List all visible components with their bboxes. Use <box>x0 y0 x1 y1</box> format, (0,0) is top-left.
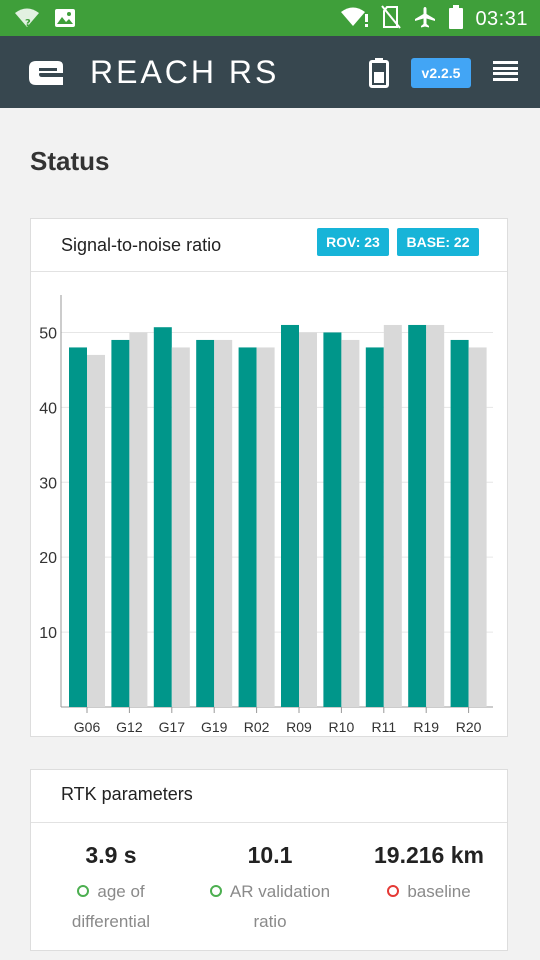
status-dot <box>77 885 90 898</box>
stat-label: AR validation ratio <box>201 877 339 937</box>
snr-bar-chart: 10 20 30 40 50 G06 G12 G17 G19 R02 R09 R10 R11 R19 R20 <box>39 295 493 735</box>
stat-ar-validation-ratio: 10.1 AR validation ratio <box>201 842 339 937</box>
menu-icon[interactable] <box>493 61 518 86</box>
base-snr-bar <box>171 347 190 707</box>
base-snr-bar <box>256 347 275 707</box>
image-icon <box>54 8 76 33</box>
battery-status-icon <box>449 5 464 34</box>
rover-snr-bar <box>365 347 384 707</box>
stat-label-line2: differential <box>71 912 151 931</box>
stat-label-line1: age of <box>97 882 145 901</box>
y-tick-label: 40 <box>39 400 57 417</box>
no-sim-icon <box>381 5 402 34</box>
stat-value: 3.9 s <box>85 842 137 868</box>
wifi-alert-icon <box>341 6 369 33</box>
stat-value: 10.1 <box>247 842 293 868</box>
snr-card-header: Signal-to-noise ratio ROV: 23 BASE: 22 <box>31 219 507 272</box>
rover-snr-bar <box>196 339 215 707</box>
x-tick-label: G06 <box>74 719 101 735</box>
base-snr-bar <box>299 332 317 707</box>
x-tick-label: G19 <box>201 719 228 735</box>
receiver-battery-icon <box>369 58 389 93</box>
x-tick-label: R02 <box>244 719 270 735</box>
stat-label-line1: baseline <box>407 882 471 901</box>
base-snr-bar <box>468 347 487 707</box>
version-badge: v2.2.5 <box>411 58 471 88</box>
base-snr-bar <box>129 332 148 707</box>
x-tick-label: R20 <box>456 719 482 735</box>
stat-value: 19.216 km <box>374 842 484 868</box>
rover-snr-bar <box>450 339 469 707</box>
system-status-bar: ? 03:31 <box>0 0 540 36</box>
rtk-card: RTK parameters 3.9 s age of differential… <box>30 769 508 951</box>
airplane-mode-icon <box>413 5 437 34</box>
page-title: Status <box>30 146 110 176</box>
y-tick-label: 50 <box>39 325 57 342</box>
base-snr-bar <box>214 339 233 707</box>
base-snr-bar <box>383 324 402 707</box>
app-header: REACH RS v2.2.5 <box>0 36 540 108</box>
rover-snr-bar <box>69 347 87 707</box>
rtk-card-header: RTK parameters <box>31 770 507 823</box>
x-tick-label: R09 <box>286 719 312 735</box>
x-tick-label: R10 <box>329 719 355 735</box>
svg-text:?: ? <box>25 18 31 29</box>
rover-snr-bar <box>408 324 427 707</box>
stat-label: age of differential <box>51 877 171 937</box>
x-tick-label: G12 <box>116 719 143 735</box>
x-tick-label: R11 <box>371 719 396 735</box>
rover-satellites-badge: ROV: 23 <box>317 228 389 256</box>
base-snr-bar <box>426 324 445 707</box>
stat-label: baseline <box>361 877 497 907</box>
wifi-unknown-icon: ? <box>14 7 40 34</box>
clock: 03:31 <box>475 8 528 30</box>
rover-snr-bar <box>238 347 257 707</box>
rover-snr-bar <box>281 324 299 707</box>
snr-chart: 10 20 30 40 50 G06 G12 G17 G19 R02 R09 R10 R11 R19 R20 <box>31 271 507 737</box>
base-snr-bar <box>341 339 360 707</box>
x-tick-label: R19 <box>413 719 439 735</box>
y-tick-label: 30 <box>39 475 57 492</box>
y-tick-label: 20 <box>39 550 57 567</box>
status-dot <box>209 885 222 898</box>
stat-label-line2: ratio <box>253 912 287 931</box>
emlid-logo-icon <box>28 60 64 91</box>
rover-snr-bar <box>323 332 342 707</box>
status-dot <box>387 885 400 898</box>
y-tick-label: 10 <box>39 625 57 642</box>
stat-age-of-differential: 3.9 s age of differential <box>51 842 171 937</box>
app-title: REACH RS <box>90 54 280 90</box>
snr-card-title: Signal-to-noise ratio <box>61 235 222 255</box>
rtk-card-title: RTK parameters <box>61 784 193 804</box>
base-satellites-badge: BASE: 22 <box>397 228 479 256</box>
base-snr-bar <box>87 354 105 707</box>
rover-snr-bar <box>111 339 130 707</box>
stat-label-line1: AR validation <box>229 882 331 901</box>
snr-card: Signal-to-noise ratio ROV: 23 BASE: 22 1… <box>30 218 508 737</box>
stat-baseline: 19.216 km baseline <box>361 842 497 907</box>
x-tick-label: G17 <box>159 719 186 735</box>
rover-snr-bar <box>153 327 172 707</box>
